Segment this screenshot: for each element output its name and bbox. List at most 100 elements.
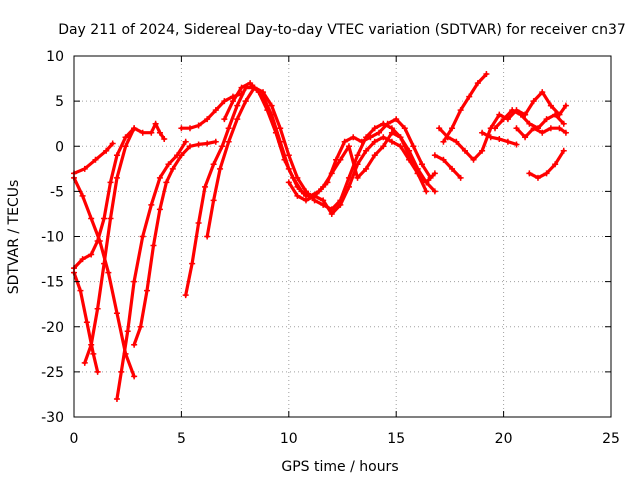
data-point	[333, 156, 340, 163]
data-point	[163, 179, 170, 186]
data-point	[539, 89, 546, 96]
data-point	[204, 116, 211, 123]
series-track-15	[441, 72, 488, 144]
data-point	[513, 141, 520, 148]
data-point	[354, 174, 361, 181]
data-point	[161, 136, 168, 143]
data-point	[105, 269, 112, 276]
data-point	[431, 152, 438, 159]
data-point	[431, 170, 438, 177]
data-point	[414, 170, 421, 177]
data-point	[122, 143, 129, 150]
x-tick-label: 10	[280, 431, 298, 447]
data-point	[285, 179, 292, 186]
data-point	[217, 165, 224, 172]
data-point	[384, 120, 391, 127]
data-point	[483, 71, 490, 78]
data-point	[526, 170, 533, 177]
data-point	[88, 251, 95, 258]
data-point	[94, 368, 101, 375]
series-track-13	[433, 153, 463, 180]
data-point	[401, 125, 408, 132]
data-point	[479, 129, 486, 136]
data-point	[560, 120, 567, 127]
data-point	[345, 143, 352, 150]
x-tick-label: 20	[495, 431, 513, 447]
data-point	[268, 102, 275, 109]
y-tick-label: -25	[41, 365, 64, 381]
data-point	[371, 125, 378, 132]
data-point	[509, 107, 516, 114]
data-point	[137, 323, 144, 330]
data-point	[131, 278, 138, 285]
data-point	[350, 134, 357, 141]
data-point	[380, 134, 387, 141]
data-point	[195, 122, 202, 129]
data-point	[109, 140, 116, 147]
data-point	[221, 98, 228, 105]
data-point	[315, 188, 322, 195]
data-point	[427, 174, 434, 181]
data-point	[131, 341, 138, 348]
data-point	[113, 395, 120, 402]
series-track-12	[287, 135, 437, 216]
data-point	[453, 138, 460, 145]
data-point	[522, 134, 529, 141]
data-point	[423, 188, 430, 195]
data-point	[139, 129, 146, 136]
data-point	[131, 125, 138, 132]
data-point	[107, 215, 114, 222]
data-point	[388, 138, 395, 145]
data-point	[152, 120, 159, 127]
data-point	[345, 183, 352, 190]
data-point	[264, 107, 271, 114]
y-tick-label: -20	[41, 320, 64, 336]
data-point	[225, 125, 232, 132]
data-point	[440, 156, 447, 163]
chart-title: Day 211 of 2024, Sidereal Day-to-day VTE…	[58, 22, 626, 38]
data-point	[457, 107, 464, 114]
data-point	[487, 134, 494, 141]
data-point	[363, 165, 370, 172]
data-point	[354, 161, 361, 168]
data-point	[466, 93, 473, 100]
data-point	[367, 134, 374, 141]
series-layer	[71, 71, 569, 402]
data-point	[88, 341, 95, 348]
data-point	[150, 242, 157, 249]
data-point	[320, 197, 327, 204]
data-point	[547, 102, 554, 109]
data-point	[449, 125, 456, 132]
data-point	[195, 219, 202, 226]
data-point	[371, 152, 378, 159]
data-point	[376, 129, 383, 136]
data-point	[210, 161, 217, 168]
y-tick-label: -5	[50, 184, 64, 200]
data-point	[81, 165, 88, 172]
data-point	[255, 89, 262, 96]
data-point	[285, 152, 292, 159]
data-point	[363, 147, 370, 154]
data-point	[358, 138, 365, 145]
data-point	[225, 138, 232, 145]
data-point	[560, 147, 567, 154]
data-point	[552, 161, 559, 168]
data-point	[101, 215, 108, 222]
data-point	[195, 141, 202, 148]
data-point	[107, 179, 114, 186]
data-point	[178, 125, 185, 132]
data-point	[165, 161, 172, 168]
data-point	[393, 116, 400, 123]
data-point	[113, 310, 120, 317]
data-point	[182, 138, 189, 145]
data-point	[186, 143, 193, 150]
y-tick-label: -15	[41, 275, 64, 291]
data-point	[148, 201, 155, 208]
data-point	[547, 125, 554, 132]
data-point	[492, 125, 499, 132]
data-point	[324, 179, 331, 186]
data-point	[522, 111, 529, 118]
x-tick-label: 15	[387, 431, 405, 447]
data-point	[530, 125, 537, 132]
